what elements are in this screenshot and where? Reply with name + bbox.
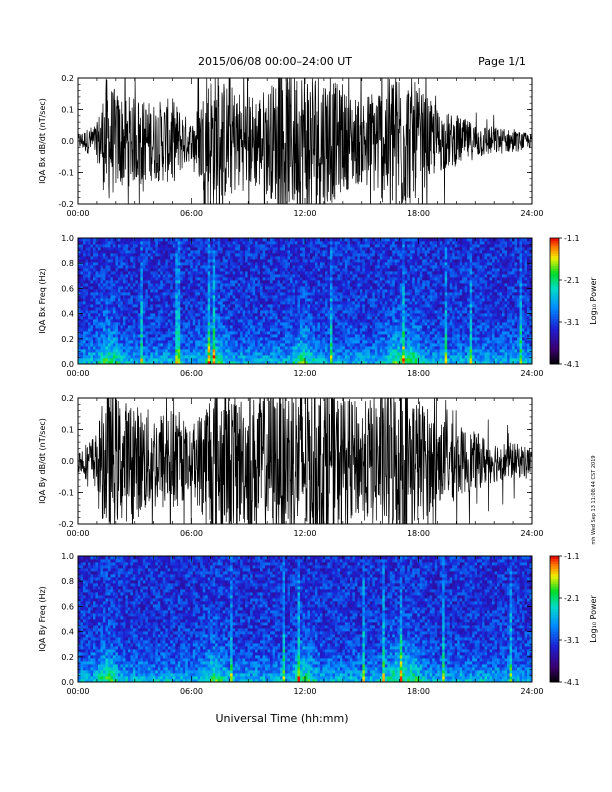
y-tick-label: 1.0 <box>61 552 74 561</box>
x-axis-label: Universal Time (hh:mm) <box>216 712 349 725</box>
spectrogram <box>78 556 532 682</box>
x-tick-label: 18:00 <box>407 369 430 378</box>
x-tick-label: 24:00 <box>520 687 543 696</box>
x-tick-label: 06:00 <box>180 209 203 218</box>
y-axis-label: IQA By Freq (Hz) <box>38 586 47 652</box>
y-tick-label: 0.0 <box>61 360 74 369</box>
colorbar-tick-label: -3.1 <box>564 318 580 327</box>
x-tick-label: 12:00 <box>293 369 316 378</box>
side-stamp: mh Wed Sep 13 11:08:44 CST 2019 <box>591 455 597 544</box>
colorbar: -1.1 -2.1 -3.1 -4.1 Log₁₀ Power <box>549 552 598 687</box>
colorbar-tick-label: -1.1 <box>564 234 580 243</box>
panel-2: -1.1 -2.1 -3.1 -4.1 Log₁₀ Power 0.0 0.2 0.4 0.6 0… <box>38 234 598 378</box>
y-tick-label: -0.2 <box>58 200 74 209</box>
y-tick-label: 0.1 <box>61 106 74 115</box>
y-tick-label: 1.0 <box>61 234 74 243</box>
series-line <box>78 78 532 204</box>
y-tick-label: 0.4 <box>61 628 74 637</box>
series-line <box>78 398 532 524</box>
y-axis-label: IQA Bx Freq (Hz) <box>38 268 47 334</box>
x-tick-label: 18:00 <box>407 209 430 218</box>
x-tick-label: 24:00 <box>520 209 543 218</box>
x-tick-label: 06:00 <box>180 369 203 378</box>
y-tick-label: 0.2 <box>61 394 74 403</box>
x-tick-label: 06:00 <box>180 687 203 696</box>
y-tick-label: 0.6 <box>61 284 74 293</box>
x-tick-label: 24:00 <box>520 529 543 538</box>
colorbar-tick-label: -4.1 <box>564 360 580 369</box>
spectrogram <box>78 238 532 364</box>
x-tick-label: 00:00 <box>66 529 89 538</box>
y-tick-label: 0.0 <box>61 457 74 466</box>
y-tick-label: 0.6 <box>61 602 74 611</box>
panels: -0.2 -0.1 0.0 0.1 0.2 00:00 06:00 12:00 18:00 24:… <box>38 74 598 696</box>
y-axis-label: IQA By dB/dt (nT/sec) <box>38 418 47 504</box>
y-tick-label: -0.1 <box>58 169 74 178</box>
colorbar-tick-label: -2.1 <box>564 276 580 285</box>
x-tick-label: 00:00 <box>66 687 89 696</box>
y-tick-label: -0.2 <box>58 520 74 529</box>
y-tick-label: 0.2 <box>61 74 74 83</box>
page-number: Page 1/1 <box>478 55 526 68</box>
colorbar-tick-label: -4.1 <box>564 678 580 687</box>
colorbar-tick-label: -2.1 <box>564 594 580 603</box>
y-tick-label: 0.0 <box>61 678 74 687</box>
colorbar-tick-label: -3.1 <box>564 636 580 645</box>
x-tick-label: 06:00 <box>180 529 203 538</box>
x-tick-label: 12:00 <box>293 209 316 218</box>
colorbar: -1.1 -2.1 -3.1 -4.1 Log₁₀ Power <box>549 234 598 369</box>
y-tick-label: 0.8 <box>61 577 74 586</box>
y-tick-label: 0.2 <box>61 653 74 662</box>
colorbar-label: Log₁₀ Power <box>589 595 598 643</box>
y-tick-label: 0.4 <box>61 310 74 319</box>
y-tick-label: -0.1 <box>58 489 74 498</box>
page-title: 2015/06/08 00:00–24:00 UT <box>198 55 352 68</box>
y-tick-label: 0.8 <box>61 259 74 268</box>
y-axis-label: IQA Bx dB/dt (nT/sec) <box>38 98 47 184</box>
y-tick-label: 0.0 <box>61 137 74 146</box>
x-tick-label: 18:00 <box>407 529 430 538</box>
colorbar-tick-label: -1.1 <box>564 552 580 561</box>
y-tick-label: 0.1 <box>61 426 74 435</box>
panel-1: -0.2 -0.1 0.0 0.1 0.2 00:00 06:00 12:00 18:00 24:… <box>38 74 544 218</box>
x-tick-label: 00:00 <box>66 209 89 218</box>
x-tick-label: 00:00 <box>66 369 89 378</box>
colorbar-label: Log₁₀ Power <box>589 277 598 325</box>
panel-3: -0.2 -0.1 0.0 0.1 0.2 00:00 06:00 12:00 18:00 24:… <box>38 394 544 538</box>
x-tick-label: 24:00 <box>520 369 543 378</box>
y-tick-label: 0.2 <box>61 335 74 344</box>
x-tick-label: 18:00 <box>407 687 430 696</box>
x-tick-label: 12:00 <box>293 529 316 538</box>
x-tick-label: 12:00 <box>293 687 316 696</box>
panel-4: -1.1 -2.1 -3.1 -4.1 Log₁₀ Power 0.0 0.2 0.4 0.6 0… <box>38 552 598 696</box>
